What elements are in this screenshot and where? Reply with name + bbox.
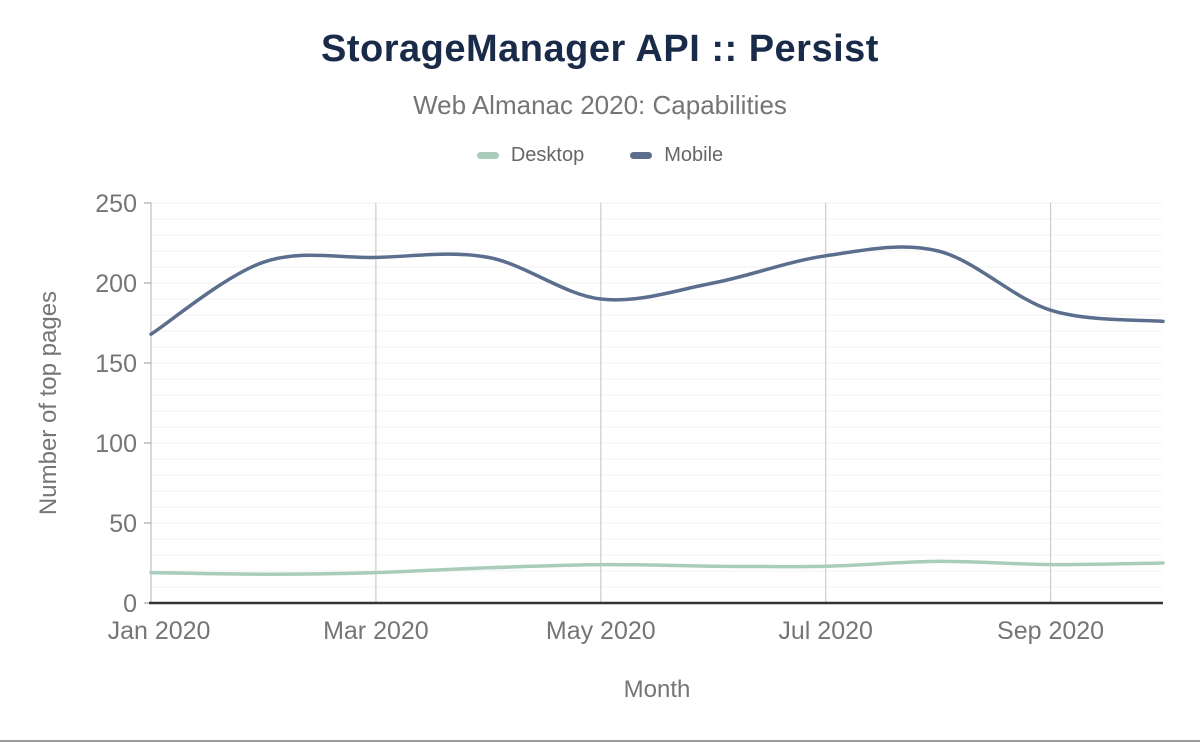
y-tick-label: 0: [123, 590, 137, 618]
y-tick-label: 50: [109, 510, 137, 538]
bottom-divider: [0, 740, 1200, 742]
x-tick-label: Jan 2020: [108, 617, 211, 645]
x-tick-label: Sep 2020: [997, 617, 1104, 645]
series-line-desktop[interactable]: [149, 559, 1165, 576]
legend-item-desktop[interactable]: Desktop: [476, 144, 585, 167]
x-tick-label: May 2020: [546, 617, 656, 645]
y-tick-label: 250: [95, 190, 137, 218]
x-tick-label: Mar 2020: [323, 617, 429, 645]
mobile-series-swatch-icon: [630, 152, 653, 159]
series-line-mobile[interactable]: [149, 245, 1165, 336]
y-tick-label: 200: [95, 270, 137, 298]
x-axis-title: Month: [623, 676, 691, 703]
x-tick-label: Jul 2020: [778, 617, 873, 645]
y-tick-label: 100: [95, 430, 137, 458]
legend-label-mobile: Mobile: [664, 144, 724, 166]
chart-subtitle: Web Almanac 2020: Capabilities: [413, 90, 787, 120]
legend-label-desktop: Desktop: [510, 144, 585, 166]
chart-legend: Desktop Mobile: [0, 144, 1200, 167]
y-axis-title: Number of top pages: [35, 290, 62, 516]
legend-item-mobile[interactable]: Mobile: [630, 144, 723, 167]
chart-title: StorageManager API :: Persist: [321, 28, 879, 70]
y-tick-label: 150: [95, 350, 137, 378]
desktop-series-swatch-icon: [476, 152, 499, 159]
